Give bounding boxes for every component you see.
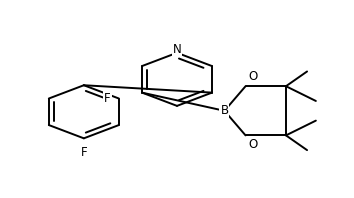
Text: N: N (173, 43, 181, 56)
Text: B: B (221, 104, 229, 117)
Text: F: F (104, 92, 111, 105)
Text: F: F (81, 146, 87, 159)
Text: O: O (249, 70, 258, 83)
Text: O: O (249, 138, 258, 151)
